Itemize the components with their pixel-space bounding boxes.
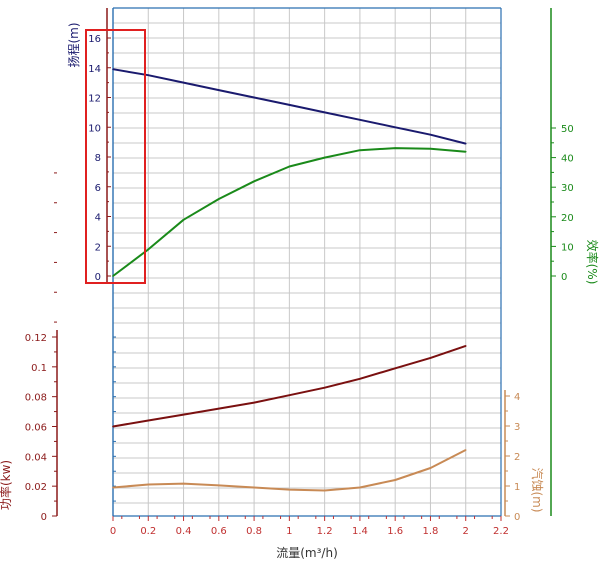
npsh-tick-label: 1 — [514, 482, 520, 493]
point-power — [182, 413, 185, 416]
x-tick-label: 0.4 — [176, 526, 192, 537]
efficiency-tick-label: 20 — [561, 213, 574, 224]
point-npsh — [394, 479, 396, 481]
head-tick-label: 6 — [95, 183, 101, 194]
efficiency-tick-label: 50 — [561, 124, 574, 135]
head-tick-label: 10 — [88, 123, 101, 134]
efficiency-tick-label: 0 — [561, 272, 567, 283]
series — [112, 68, 467, 492]
point-npsh — [323, 489, 326, 492]
point-efficiency — [147, 248, 150, 251]
point-power — [253, 401, 255, 404]
point-efficiency — [323, 156, 326, 159]
point-efficiency — [288, 165, 291, 168]
head-tick-label: 12 — [88, 94, 101, 105]
efficiency-tick-label: 10 — [561, 242, 574, 253]
x-axis-label: 流量(m³/h) — [276, 546, 338, 560]
point-npsh — [253, 486, 255, 489]
power-tick-label: 0.04 — [25, 452, 47, 463]
x-tick-label: 1.2 — [317, 526, 333, 537]
head-tick-label: 4 — [95, 213, 101, 224]
power-tick-label: 0.1 — [31, 363, 47, 374]
point-power — [218, 407, 220, 410]
npsh-tick-label: 2 — [514, 452, 520, 463]
point-head — [464, 142, 467, 145]
highlight-box — [85, 29, 146, 284]
point-efficiency — [218, 198, 220, 200]
point-npsh — [359, 486, 361, 489]
head-tick-label: 14 — [88, 64, 101, 75]
x-tick-label: 0.6 — [211, 526, 227, 537]
power-tick-label: 0.12 — [25, 333, 47, 344]
grid — [113, 8, 501, 516]
x-tick-label: 2 — [463, 526, 469, 537]
efficiency-axis-label: 效率(%) — [585, 240, 600, 285]
head-tick-label: 2 — [95, 242, 101, 253]
head-axis-label: 扬程(m) — [66, 22, 81, 67]
point-efficiency — [394, 147, 396, 149]
point-head — [182, 81, 185, 84]
point-head — [429, 133, 432, 136]
point-npsh — [429, 467, 432, 469]
x-tick-label: 2.2 — [493, 526, 509, 537]
point-npsh — [147, 483, 150, 486]
point-power — [429, 357, 432, 359]
point-power — [359, 377, 361, 380]
head-tick-label: 16 — [88, 34, 101, 45]
point-head — [253, 96, 255, 99]
point-power — [464, 345, 467, 347]
point-head — [323, 111, 326, 114]
point-power — [394, 367, 396, 370]
point-power — [288, 394, 291, 396]
power-tick-label: 0.08 — [25, 393, 47, 404]
head-tick-label: 0 — [95, 272, 101, 283]
axes: 0 0.2 0.4 0.6 0.8 1 1.2 1.4 1.6 1.8 2 2.20246810121… — [25, 8, 574, 537]
point-efficiency — [429, 147, 432, 150]
point-npsh — [182, 482, 185, 485]
point-power — [323, 386, 326, 389]
point-npsh — [464, 449, 467, 451]
power-tick-label: 0 — [41, 512, 47, 523]
point-npsh — [218, 484, 220, 487]
efficiency-tick-label: 30 — [561, 183, 574, 194]
power-tick-label: 0.02 — [25, 482, 47, 493]
point-head — [359, 119, 361, 121]
point-npsh — [288, 488, 291, 491]
point-head — [288, 104, 291, 106]
x-tick-label: 0.2 — [140, 526, 156, 537]
point-power — [147, 419, 150, 422]
point-npsh — [112, 486, 114, 489]
point-power — [112, 425, 114, 428]
x-tick-label: 1 — [286, 526, 292, 537]
x-tick-label: 0 — [110, 526, 116, 537]
efficiency-tick-label: 40 — [561, 154, 574, 165]
npsh-tick-label: 0 — [514, 512, 520, 523]
point-head — [394, 126, 396, 129]
x-tick-label: 1.4 — [352, 526, 368, 537]
point-efficiency — [253, 180, 255, 183]
point-efficiency — [464, 150, 467, 153]
point-efficiency — [359, 149, 361, 151]
power-tick-label: 0.06 — [25, 423, 47, 434]
x-tick-label: 1.8 — [423, 526, 439, 537]
overlay — [85, 29, 146, 284]
point-head — [112, 68, 114, 71]
npsh-tick-label: 4 — [514, 392, 520, 403]
x-tick-label: 1.6 — [387, 526, 403, 537]
point-efficiency — [112, 275, 114, 277]
npsh-axis-label: 汽蚀(m) — [530, 467, 545, 512]
point-head — [218, 89, 220, 91]
power-axis-label: 功率(kw) — [0, 460, 13, 510]
point-efficiency — [182, 218, 185, 221]
point-head — [147, 74, 150, 76]
plot-frame — [112, 7, 502, 517]
x-tick-label: 0.8 — [246, 526, 262, 537]
npsh-tick-label: 3 — [514, 422, 520, 433]
head-tick-label: 8 — [95, 153, 101, 164]
